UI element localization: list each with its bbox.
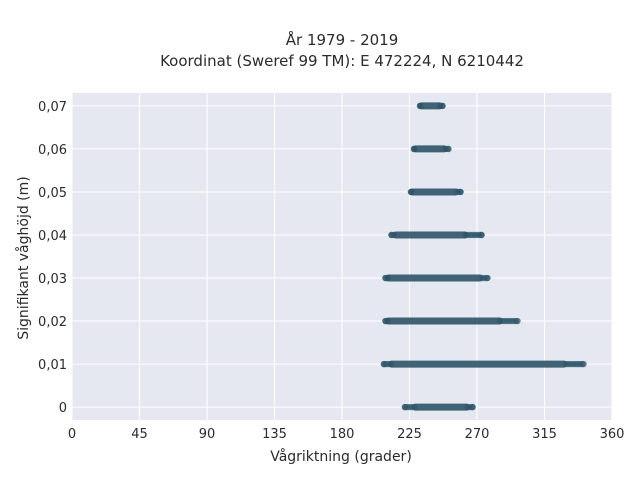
data-point <box>380 360 388 368</box>
x-tick-label: 90 <box>199 427 216 442</box>
data-point <box>410 403 418 411</box>
x-tick-label: 270 <box>465 427 490 442</box>
data-point <box>457 188 464 196</box>
data-point <box>478 231 485 239</box>
x-tick-label: 360 <box>600 427 625 442</box>
chart-title-line1: År 1979 - 2019 <box>286 30 399 49</box>
y-tick-label: 0,04 <box>38 229 67 244</box>
data-point <box>387 360 394 368</box>
x-tick-label: 225 <box>397 427 422 442</box>
data-point <box>416 102 424 110</box>
x-tick-label: 315 <box>532 427 557 442</box>
data-point <box>382 274 389 282</box>
y-tick-label: 0 <box>59 401 67 416</box>
x-tick-label: 0 <box>68 427 76 442</box>
y-tick-label: 0,06 <box>38 143 67 158</box>
data-point <box>439 102 446 110</box>
data-point <box>445 145 452 153</box>
data-point <box>382 317 389 325</box>
data-points <box>380 102 587 411</box>
y-tick-label: 0,01 <box>38 358 67 373</box>
x-axis-label: Vågriktning (grader) <box>270 448 412 465</box>
data-point <box>407 188 415 196</box>
y-tick-label: 0,07 <box>38 100 67 115</box>
y-tick-label: 0,03 <box>38 272 67 287</box>
x-tick-label: 45 <box>131 427 148 442</box>
data-point <box>469 403 476 411</box>
data-point <box>514 317 521 325</box>
chart-title-line2: Koordinat (Sweref 99 TM): E 472224, N 62… <box>160 52 524 70</box>
x-tick-label: 135 <box>262 427 287 442</box>
x-tick-label: 180 <box>330 427 355 442</box>
data-point <box>401 403 409 411</box>
y-tick-label: 0,05 <box>38 186 67 201</box>
data-point <box>388 231 395 239</box>
y-tick-label: 0,02 <box>38 315 67 330</box>
data-point <box>580 360 587 368</box>
data-point <box>410 145 418 153</box>
y-axis-ticks: 0 0,01 0,02 0,03 0,04 0,05 0,06 0,07 <box>38 100 67 416</box>
x-axis-ticks: 0 45 90 135 180 225 270 315 360 <box>68 427 625 442</box>
data-point <box>484 274 491 282</box>
y-axis-label: Signifikant våghöjd (m) <box>15 176 32 339</box>
